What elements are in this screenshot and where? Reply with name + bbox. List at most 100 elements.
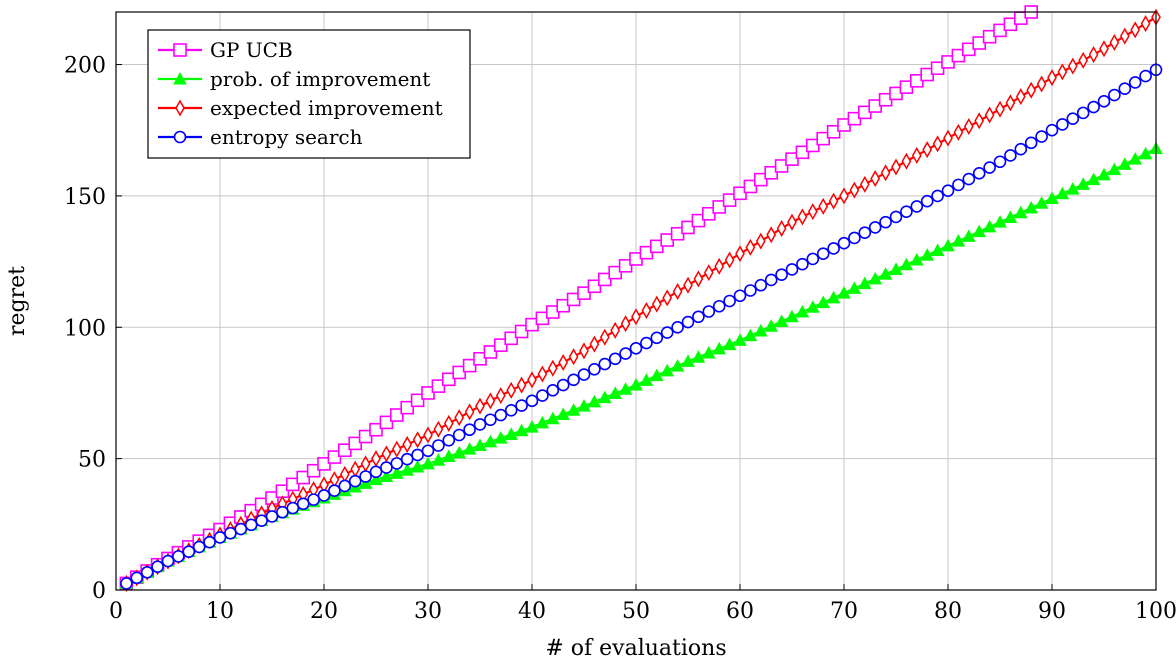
data-point bbox=[744, 284, 757, 297]
data-point bbox=[733, 289, 747, 303]
data-point bbox=[681, 220, 695, 235]
data-point bbox=[847, 281, 862, 294]
data-point bbox=[234, 522, 248, 536]
data-point bbox=[910, 200, 924, 213]
data-point bbox=[1004, 149, 1017, 162]
data-point bbox=[504, 403, 518, 417]
data-point bbox=[423, 426, 433, 444]
data-point bbox=[972, 224, 987, 238]
data-point bbox=[473, 418, 487, 431]
data-point bbox=[1036, 75, 1047, 93]
data-point bbox=[337, 443, 352, 458]
data-point bbox=[1119, 27, 1130, 45]
data-point bbox=[722, 193, 737, 207]
data-point bbox=[485, 392, 496, 410]
data-point bbox=[766, 226, 777, 244]
data-point bbox=[514, 423, 529, 437]
data-point bbox=[514, 324, 529, 339]
data-point bbox=[899, 257, 914, 271]
data-point bbox=[441, 449, 456, 463]
data-point bbox=[1034, 196, 1049, 209]
data-point bbox=[641, 301, 652, 319]
data-point bbox=[390, 457, 404, 470]
data-point bbox=[317, 457, 331, 471]
data-point bbox=[588, 363, 601, 376]
data-point bbox=[493, 338, 508, 352]
data-point bbox=[442, 433, 456, 447]
data-point bbox=[431, 453, 446, 466]
data-point bbox=[983, 161, 996, 174]
legend: GP UCB prob. of improvement expected impro… bbox=[147, 29, 471, 159]
data-point bbox=[785, 263, 799, 276]
data-point bbox=[993, 215, 1007, 228]
data-point bbox=[920, 248, 935, 261]
data-point bbox=[889, 210, 903, 224]
data-point bbox=[629, 341, 643, 355]
data-point bbox=[691, 213, 706, 228]
legend-marker bbox=[173, 43, 187, 57]
data-point bbox=[764, 273, 778, 287]
data-point bbox=[441, 372, 456, 387]
data-point bbox=[816, 295, 831, 309]
data-point bbox=[410, 393, 425, 408]
data-point bbox=[1065, 182, 1080, 195]
data-point bbox=[1108, 88, 1121, 102]
data-point bbox=[618, 258, 633, 273]
data-point bbox=[984, 106, 995, 124]
x-tick-label: 0 bbox=[109, 599, 123, 624]
data-point bbox=[1107, 162, 1122, 176]
data-point bbox=[785, 152, 799, 166]
data-point bbox=[536, 389, 549, 402]
y-tick-label: 150 bbox=[64, 185, 106, 210]
data-point bbox=[691, 350, 706, 363]
data-point bbox=[859, 175, 870, 193]
data-point bbox=[484, 413, 497, 427]
data-point bbox=[597, 390, 612, 404]
data-point bbox=[660, 363, 675, 377]
data-point bbox=[307, 493, 320, 506]
data-point bbox=[743, 328, 758, 342]
legend-marker bbox=[173, 130, 187, 144]
data-point bbox=[620, 315, 631, 333]
x-tick-label: 20 bbox=[310, 599, 338, 624]
y-tick-label: 200 bbox=[64, 54, 106, 79]
series-expected-improvement bbox=[121, 8, 1161, 592]
data-point bbox=[443, 414, 454, 432]
data-point bbox=[755, 232, 766, 250]
data-point bbox=[547, 359, 558, 377]
data-point bbox=[1140, 15, 1151, 33]
data-point bbox=[358, 476, 373, 489]
data-point bbox=[857, 276, 872, 290]
data-point bbox=[660, 326, 674, 339]
data-point bbox=[993, 155, 1007, 169]
data-point bbox=[1066, 112, 1080, 125]
data-point bbox=[943, 129, 953, 147]
series-prob-of-improvement bbox=[119, 141, 1163, 589]
data-point bbox=[953, 123, 964, 141]
data-point bbox=[391, 440, 402, 458]
data-point bbox=[1086, 172, 1101, 186]
legend-label: prob. of improvement bbox=[210, 67, 430, 91]
data-point bbox=[889, 262, 903, 275]
data-point bbox=[1045, 191, 1059, 205]
data-point bbox=[827, 242, 840, 255]
data-point bbox=[712, 200, 727, 214]
data-point bbox=[1014, 142, 1028, 156]
data-point bbox=[213, 531, 227, 544]
data-point bbox=[462, 442, 477, 455]
data-point bbox=[421, 386, 435, 400]
data-point bbox=[806, 252, 820, 266]
data-point bbox=[796, 257, 809, 271]
data-point bbox=[338, 479, 352, 493]
data-point bbox=[285, 477, 300, 492]
data-point bbox=[411, 448, 424, 462]
data-point bbox=[672, 283, 683, 301]
data-point bbox=[776, 219, 787, 237]
data-point bbox=[483, 434, 498, 448]
data-point bbox=[369, 422, 383, 437]
data-point bbox=[464, 403, 475, 421]
data-point bbox=[348, 474, 362, 488]
x-axis-title: # of evaluations bbox=[545, 636, 726, 661]
data-point bbox=[951, 234, 966, 247]
data-point bbox=[868, 271, 883, 285]
